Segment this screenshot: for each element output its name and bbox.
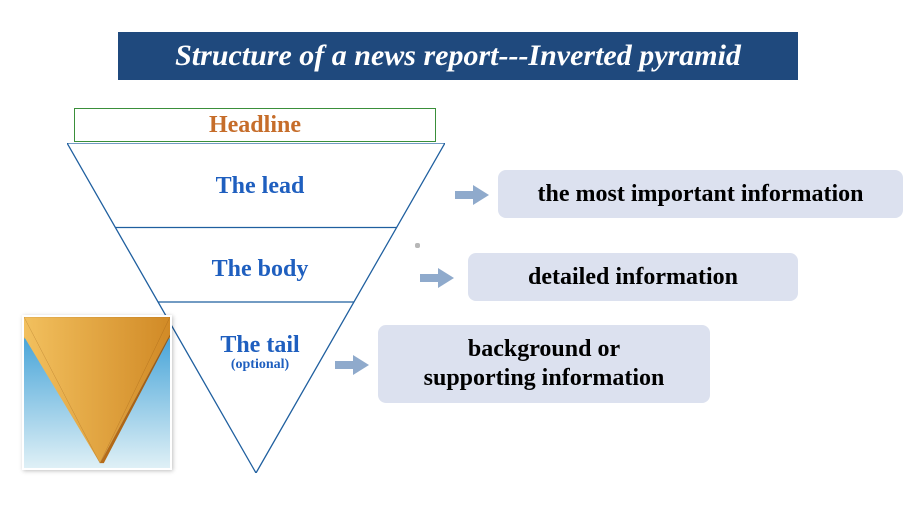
arrow-icon [335, 355, 369, 375]
section-tail-label: The tail (optional) [160, 333, 360, 373]
page-title: Structure of a news report---Inverted py… [118, 32, 798, 80]
arrow-icon [420, 268, 454, 288]
desc-body: detailed information [468, 253, 798, 301]
section-tail-sublabel: (optional) [160, 358, 360, 373]
bullet-dot [415, 243, 420, 248]
section-tail-main: The tail [220, 332, 299, 358]
desc-lead: the most important information [498, 170, 903, 218]
desc-tail-line1: background or [468, 335, 620, 364]
arrow-icon [455, 185, 489, 205]
desc-tail-line2: supporting information [424, 364, 665, 393]
section-lead-label: The lead [160, 173, 360, 200]
section-body-label: The body [160, 256, 360, 283]
inverted-pyramid-photo [22, 315, 172, 470]
headline-box: Headline [74, 108, 436, 142]
desc-tail: background or supporting information [378, 325, 710, 403]
